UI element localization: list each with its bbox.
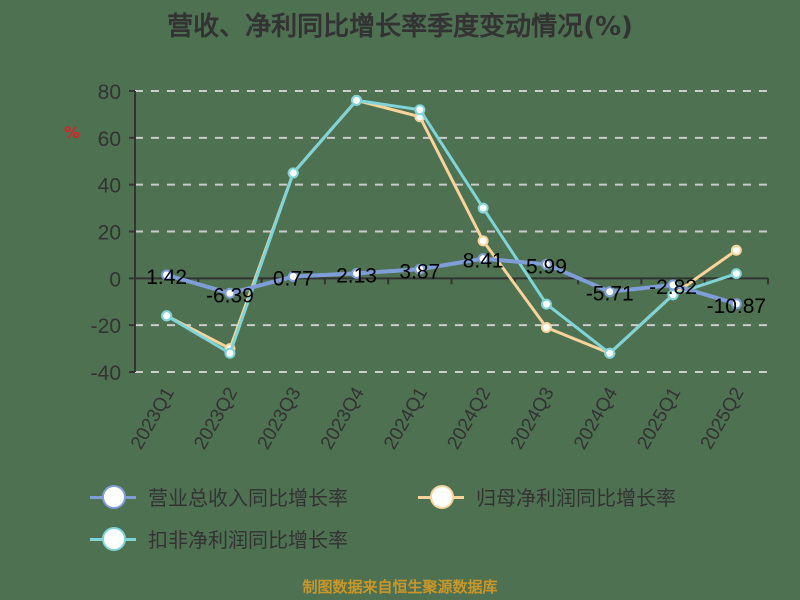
data-label: 1.42: [146, 266, 187, 289]
data-point[interactable]: [477, 253, 489, 265]
data-point[interactable]: [667, 279, 679, 291]
data-point[interactable]: [287, 271, 299, 283]
data-point[interactable]: [604, 286, 616, 298]
data-point[interactable]: [224, 287, 236, 299]
data-label: -2.82: [649, 276, 697, 299]
legend-marker-icon: [418, 484, 464, 509]
data-point[interactable]: [287, 167, 299, 179]
y-unit-label: %: [64, 123, 80, 142]
legend-item-deducted-net-profit[interactable]: 扣非净利润同比增长率: [90, 524, 348, 553]
data-label: 2.13: [336, 264, 377, 287]
data-point[interactable]: [414, 104, 426, 116]
x-tick-label: 2024Q3: [507, 384, 559, 453]
y-tick-label: 60: [98, 128, 121, 151]
x-tick-label: 2024Q4: [570, 384, 622, 453]
data-point[interactable]: [224, 347, 236, 359]
data-point[interactable]: [540, 322, 552, 334]
x-tick-label: 2025Q1: [633, 384, 685, 453]
data-point[interactable]: [540, 258, 552, 270]
series-line: [166, 256, 737, 306]
data-point[interactable]: [730, 298, 742, 310]
data-label: 8.41: [463, 250, 504, 273]
legend-label: 归母净利润同比增长率: [476, 486, 676, 510]
x-tick-label: 2024Q2: [443, 384, 495, 453]
data-source-note: 制图数据来自恒生聚源数据库: [302, 578, 498, 596]
x-tick-label: 2023Q1: [127, 384, 179, 453]
y-tick-label: -20: [91, 315, 121, 338]
data-point[interactable]: [161, 269, 173, 281]
data-label: 3.87: [399, 260, 440, 283]
data-label: -5.71: [586, 283, 634, 306]
y-tick-label: -40: [91, 362, 121, 385]
x-tick-label: 2025Q2: [697, 384, 749, 453]
legend-label: 扣非净利润同比增长率: [148, 528, 348, 552]
chart-title: 营收、净利同比增长率季度变动情况(%): [167, 12, 633, 42]
data-label: -10.87: [707, 295, 767, 318]
x-tick-label: 2023Q3: [254, 384, 306, 453]
x-tick-label: 2023Q2: [190, 384, 242, 453]
y-tick-label: 20: [98, 222, 121, 245]
y-tick-label: 80: [98, 81, 121, 104]
legend-marker-icon: [90, 484, 136, 509]
data-label: -6.39: [206, 284, 254, 307]
legend-item-net-profit[interactable]: 归母净利润同比增长率: [418, 482, 676, 511]
data-point[interactable]: [477, 202, 489, 214]
data-point[interactable]: [540, 298, 552, 310]
data-point[interactable]: [351, 267, 363, 279]
y-tick-label: 0: [109, 268, 121, 291]
legend-marker-icon: [90, 526, 136, 551]
x-tick-label: 2023Q4: [317, 384, 369, 453]
data-point[interactable]: [351, 94, 363, 106]
data-point[interactable]: [414, 263, 426, 275]
data-point[interactable]: [161, 310, 173, 322]
x-tick-label: 2024Q1: [380, 384, 432, 453]
data-label: 5.99: [526, 255, 567, 278]
y-tick-label: 40: [98, 175, 121, 198]
data-label: 0.77: [273, 268, 314, 291]
legend-item-revenue[interactable]: 营业总收入同比增长率: [90, 482, 348, 511]
legend-label: 营业总收入同比增长率: [148, 486, 348, 510]
data-point[interactable]: [604, 347, 616, 359]
data-point[interactable]: [730, 268, 742, 280]
data-point[interactable]: [477, 235, 489, 247]
series-line: [165, 98, 737, 355]
data-point[interactable]: [730, 244, 742, 256]
